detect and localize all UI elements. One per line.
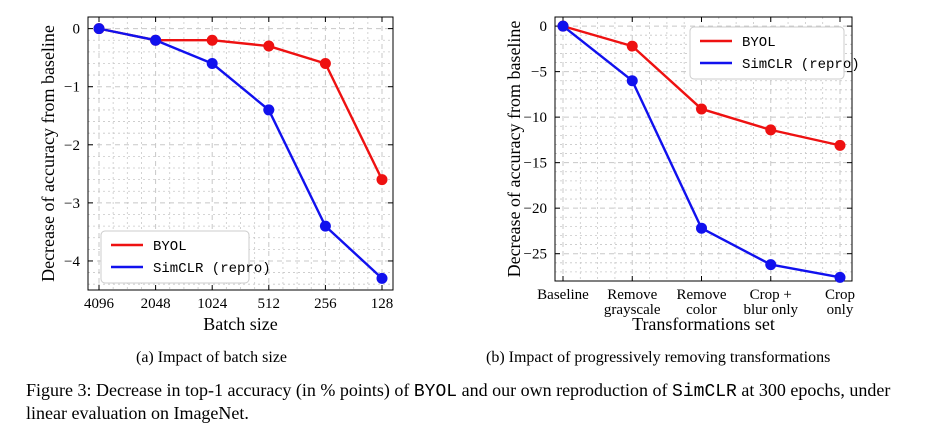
x-tick-label: 512 (258, 296, 281, 312)
y-tick-label: −5 (531, 65, 547, 81)
y-tick-label: −25 (524, 247, 547, 263)
caption-text-2: and our own reproduction of (461, 380, 668, 400)
x-tick-label: Remove (677, 287, 727, 303)
caption-text-3: at 300 epochs, under linear evaluation o… (26, 380, 891, 423)
data-point (696, 103, 707, 115)
x-tick-label: only (827, 302, 854, 318)
legend-label: SimCLR (repro) (742, 57, 860, 73)
legend: BYOL SimCLR (repro) (689, 26, 860, 80)
data-point (765, 124, 777, 136)
subcaption-a: (a) Impact of batch size (136, 349, 288, 366)
y-tick-label: −3 (64, 196, 80, 212)
data-point (319, 57, 331, 69)
caption-text-1: Decrease in top-1 accuracy (in % points)… (96, 380, 410, 400)
plot-frame (87, 16, 394, 291)
x-axis-label: Transformations set (632, 314, 775, 334)
legend-label: BYOL (742, 35, 776, 51)
data-point (376, 174, 388, 186)
legend: BYOL SimCLR (repro) (100, 230, 271, 284)
x-axis-label: Batch size (203, 314, 277, 334)
chart-batch-size: 0 −1 −2 −3 −4 4096 2048 1024 512 256 128 Batch size… (38, 16, 394, 334)
x-tick-label: blur only (743, 302, 798, 318)
data-point (834, 139, 846, 151)
x-tick-label: 4096 (84, 296, 115, 312)
x-tick-label: color (686, 302, 717, 318)
y-tick-label: 0 (540, 19, 548, 35)
y-axis-label: Decrease of accuracy from baseline (504, 21, 524, 278)
y-tick-label: −15 (524, 156, 547, 172)
data-point (376, 272, 388, 284)
x-tick-label: 1024 (197, 296, 228, 312)
data-point (557, 20, 569, 32)
series-line (98, 27, 384, 181)
data-point (319, 220, 331, 232)
x-tick-label: 2048 (141, 296, 171, 312)
subcaption-b: (b) Impact of progressively removing tra… (486, 349, 831, 366)
y-tick-label: −2 (64, 138, 80, 154)
y-tick-label: −10 (524, 110, 547, 126)
y-axis-label: Decrease of accuracy from baseline (38, 25, 58, 282)
x-tick-label: 256 (314, 296, 337, 312)
data-point (206, 57, 218, 69)
data-point (765, 259, 777, 271)
legend-label: BYOL (153, 239, 187, 255)
caption-simclr: SimCLR (672, 382, 737, 402)
data-point (834, 271, 846, 283)
y-tick-label: 0 (73, 22, 81, 38)
legend-label: SimCLR (repro) (153, 261, 271, 277)
y-tick-label: −20 (524, 201, 547, 217)
caption-byol: BYOL (413, 382, 458, 402)
data-point (150, 34, 162, 46)
data-point (263, 40, 275, 52)
x-tick-label: Crop + (750, 287, 792, 303)
data-point (626, 75, 638, 87)
data-point (263, 104, 275, 116)
x-tick-label: grayscale (604, 302, 661, 318)
y-tick-label: −4 (64, 254, 80, 270)
caption-label: Figure 3: (26, 380, 92, 400)
data-point (696, 222, 707, 234)
figure-caption: Figure 3: Decrease in top-1 accuracy (in… (26, 380, 926, 424)
series-line (98, 27, 383, 280)
data-point (206, 34, 218, 46)
plot-frame (554, 16, 853, 282)
x-tick-label: Baseline (537, 287, 589, 303)
data-point (93, 23, 105, 35)
x-tick-label: Crop (825, 287, 855, 303)
y-tick-label: −1 (64, 80, 80, 96)
data-point (626, 40, 638, 52)
x-tick-label: Remove (607, 287, 657, 303)
x-tick-label: 128 (371, 296, 394, 312)
